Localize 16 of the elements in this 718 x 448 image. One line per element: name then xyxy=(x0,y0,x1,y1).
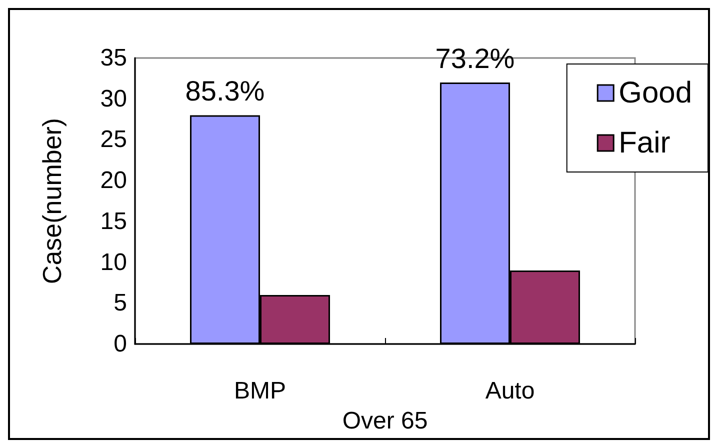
annotation: 85.3% xyxy=(185,76,265,107)
x-tick-label: Auto xyxy=(485,378,535,404)
y-tick-label: 15 xyxy=(100,208,127,235)
y-tick-label: 20 xyxy=(100,167,127,194)
y-axis-title: Case(number) xyxy=(37,118,67,284)
y-tick-label: 30 xyxy=(100,85,127,112)
legend-label: Good xyxy=(618,76,692,110)
x-axis-title: Over 65 xyxy=(342,408,428,434)
legend-label: Fair xyxy=(618,126,670,160)
y-tick-label: 25 xyxy=(100,126,127,154)
y-tick-label: 35 xyxy=(100,44,127,72)
x-tick-label: BMP xyxy=(234,378,286,404)
y-tick-label: 5 xyxy=(114,290,127,317)
annotation: 73.2% xyxy=(435,43,515,74)
y-tick-label: 0 xyxy=(114,330,127,358)
y-tick-label: 10 xyxy=(100,248,127,276)
